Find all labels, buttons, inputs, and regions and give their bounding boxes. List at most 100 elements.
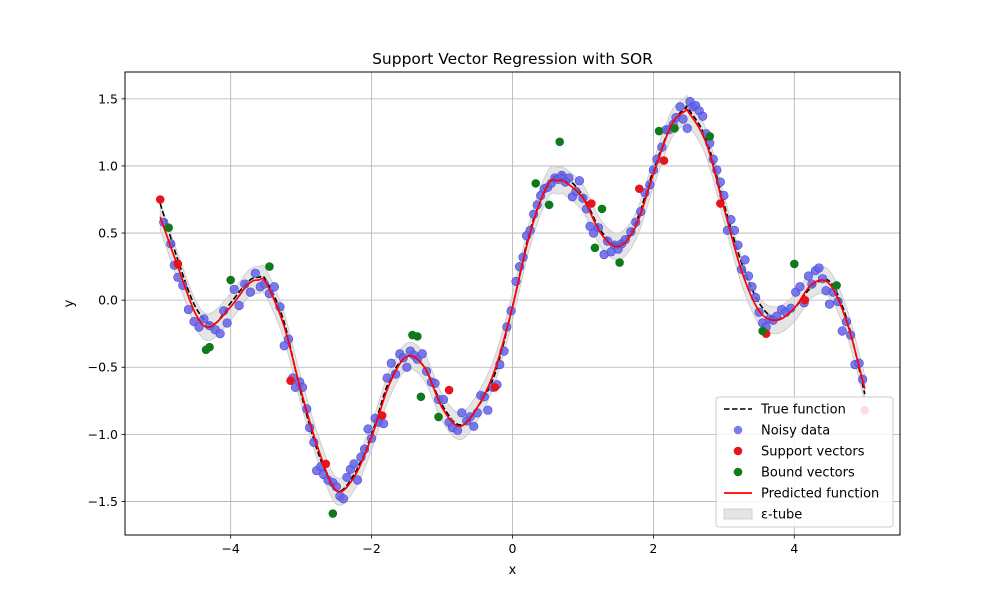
bound-vector-point <box>832 281 841 290</box>
noisy-data-point <box>814 263 824 273</box>
noisy-data-point <box>675 102 685 112</box>
legend-label: True function <box>760 403 846 418</box>
legend-item: Support vectors <box>733 445 865 460</box>
noisy-data-point <box>229 284 239 295</box>
noisy-data-point <box>678 114 688 124</box>
bound-vector-point <box>164 223 173 232</box>
bound-vector-point <box>413 332 422 341</box>
support-vector-point <box>444 385 454 395</box>
noisy-data-point <box>740 255 750 265</box>
y-tick-label: −1.5 <box>88 494 118 509</box>
noisy-data-point <box>250 268 260 278</box>
noisy-data-point <box>245 287 256 297</box>
x-tick-label: 4 <box>790 541 798 556</box>
noisy-data-point <box>199 314 209 324</box>
noisy-data-point <box>398 353 408 363</box>
bound-vector-point <box>597 204 607 214</box>
noisy-data-point <box>743 271 754 281</box>
noisy-data-point <box>222 318 232 328</box>
noisy-data-point <box>457 408 467 418</box>
support-vector-point <box>587 199 596 208</box>
noisy-data-point <box>824 299 835 309</box>
y-tick-label: 0.5 <box>98 226 118 241</box>
bound-vector-point <box>615 258 624 267</box>
noisy-data-point <box>483 405 493 415</box>
y-tick-label: 1.0 <box>98 158 118 173</box>
data-layer <box>155 94 870 518</box>
legend-item: True function <box>724 403 846 418</box>
support-vector-point <box>659 156 669 165</box>
noisy-data-point <box>194 322 204 332</box>
y-tick-label: −0.5 <box>88 360 118 375</box>
noisy-data-point <box>363 424 373 434</box>
predicted-function-line <box>159 107 866 493</box>
noisy-data-point <box>837 326 847 336</box>
legend-box <box>715 396 894 528</box>
noisy-data-point <box>803 271 814 281</box>
legend-label: Noisy data <box>761 424 830 439</box>
bound-vector-point <box>544 200 554 210</box>
bound-vector-point <box>670 124 679 133</box>
noisy-data-point <box>438 394 449 405</box>
legend-label: Predicted function <box>761 487 879 502</box>
legend-swatch-epsilon-tube <box>723 508 753 520</box>
bound-vector-point <box>758 326 767 336</box>
noisy-data-point <box>417 349 427 359</box>
bound-vector-point <box>205 342 214 352</box>
bound-vector-point <box>531 179 541 188</box>
bound-vector-point <box>555 137 565 147</box>
noisy-data-point <box>452 425 463 435</box>
noisy-data-point <box>698 111 708 121</box>
bound-vector-point <box>434 412 443 422</box>
support-vector-point <box>155 195 165 204</box>
x-axis-label: x <box>509 563 517 578</box>
noisy-data-point <box>564 173 574 183</box>
x-tick-label: 2 <box>649 541 657 556</box>
noisy-data-point <box>795 282 805 292</box>
support-vector-point <box>800 295 810 305</box>
x-tick-label: 0 <box>509 541 517 556</box>
support-vector-point <box>635 184 644 194</box>
x-tick-label: −2 <box>362 541 380 556</box>
noisy-data-point <box>215 329 225 339</box>
noisy-data-point <box>620 235 630 245</box>
noisy-data-point <box>342 472 352 482</box>
y-axis-label: y <box>62 299 77 307</box>
noisy-data-point <box>338 494 349 504</box>
support-vector-point <box>286 376 295 385</box>
legend-item: Predicted function <box>724 487 879 502</box>
legend-label: Support vectors <box>761 445 865 460</box>
noisy-data-point <box>349 459 359 469</box>
legend-item: ε-tube <box>723 508 802 523</box>
support-vector-point <box>490 383 500 392</box>
bound-vector-point <box>265 262 274 271</box>
bound-vector-point <box>416 392 426 402</box>
noisy-data-point <box>402 362 412 372</box>
bound-vector-point <box>654 126 664 136</box>
noisy-data-point <box>279 341 289 351</box>
ticks: −4 −2 0 2 4 −1.5 −1.0 −0.5 0.0 0.5 1.0 1.5 <box>88 91 799 556</box>
legend-swatch-marker <box>733 446 743 456</box>
legend-item: Bound vectors <box>733 466 855 481</box>
bound-vector-point <box>590 243 600 253</box>
y-tick-label: 1.5 <box>98 91 118 106</box>
y-tick-label: −1.0 <box>88 427 118 442</box>
legend-swatch-marker <box>733 467 743 477</box>
legend: True function Noisy data Support vectors Bo… <box>715 396 894 528</box>
bound-vector-point <box>226 275 235 285</box>
noisy-data-point <box>386 358 396 368</box>
chart-title: Support Vector Regression with SOR <box>372 50 653 68</box>
bound-vector-point <box>705 132 715 141</box>
noisy-data-point <box>574 176 585 186</box>
legend-label: Bound vectors <box>761 466 855 481</box>
noisy-data-point <box>378 419 389 429</box>
noisy-data-point <box>234 300 244 311</box>
bound-vector-point <box>328 509 338 518</box>
y-tick-label: 0.0 <box>98 293 118 308</box>
legend-swatch-marker <box>733 425 743 435</box>
x-tick-label: −4 <box>221 541 239 556</box>
legend-label: ε-tube <box>761 508 802 523</box>
noisy-data-point <box>469 421 479 431</box>
